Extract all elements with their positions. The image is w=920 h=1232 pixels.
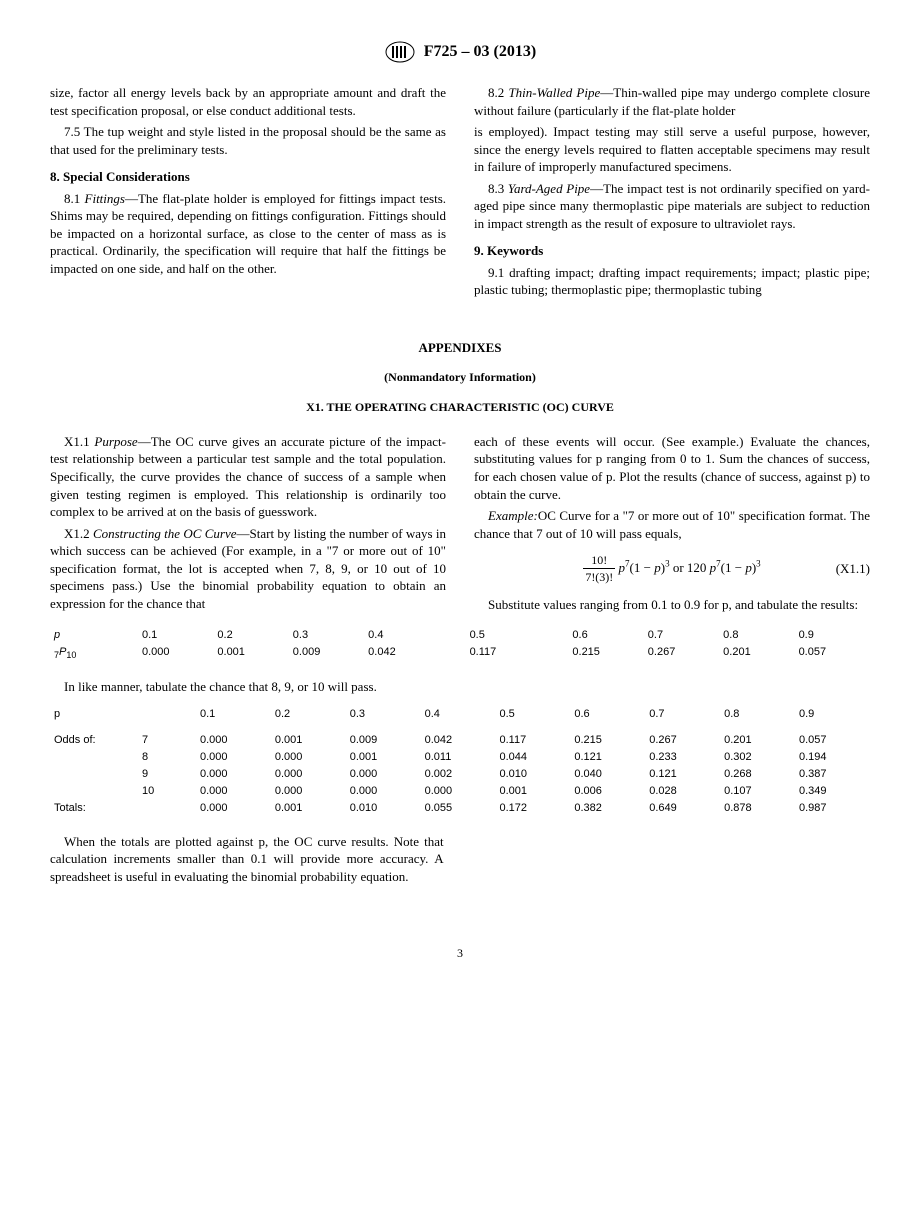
para-8-1: 8.1 Fittings—The flat-plate holder is em…: [50, 190, 446, 278]
t1-v-2: 0.009: [289, 644, 364, 662]
table-2-row-7: Odds of: 7 0.000 0.001 0.009 0.042 0.117…: [50, 732, 870, 749]
body-columns: size, factor all energy levels back by a…: [50, 84, 870, 299]
table-1-row: 7P10 0.000 0.001 0.009 0.042 0.117 0.215…: [50, 644, 870, 662]
t1-v-8: 0.057: [795, 644, 870, 662]
t1-p-1: 0.2: [213, 627, 288, 644]
t1-p-2: 0.3: [289, 627, 364, 644]
t2-p-0: 0.1: [196, 706, 271, 723]
table-2-header: p 0.1 0.2 0.3 0.4 0.5 0.6 0.7 0.8 0.9: [50, 706, 870, 723]
para-8-2b: is employed). Impact testing may still s…: [474, 123, 870, 176]
constructing-label: Constructing the OC Curve: [93, 526, 237, 541]
t1-p-8: 0.9: [795, 627, 870, 644]
t1-p-0: 0.1: [138, 627, 213, 644]
table-2-row-10: 10 0.000 0.000 0.000 0.000 0.001 0.006 0…: [50, 783, 870, 800]
table-1-header: p 0.1 0.2 0.3 0.4 0.5 0.6 0.7 0.8 0.9: [50, 627, 870, 644]
t1-p-4: 0.5: [440, 627, 569, 644]
page-header: F725 – 03 (2013): [50, 40, 870, 64]
appendix-title: APPENDIXES: [50, 339, 870, 357]
t1-row-label: 7P10: [50, 644, 138, 662]
appendix-subtitle: (Nonmandatory Information): [50, 369, 870, 385]
appendix-columns: X1.1 Purpose—The OC curve gives an accur…: [50, 433, 870, 617]
heading-8: 8. Special Considerations: [50, 168, 446, 186]
fittings-label: Fittings: [85, 191, 125, 206]
totals-label: Totals:: [50, 800, 138, 817]
table-2-row-9: 9 0.000 0.000 0.000 0.002 0.010 0.040 0.…: [50, 766, 870, 783]
t1-p-3: 0.4: [364, 627, 439, 644]
substitute-para: Substitute values ranging from 0.1 to 0.…: [474, 596, 870, 614]
final-para: When the totals are plotted against p, t…: [50, 833, 444, 886]
t2-p-4: 0.5: [496, 706, 571, 723]
t1-v-5: 0.215: [568, 644, 643, 662]
para-x1-2b: each of these events will occur. (See ex…: [474, 433, 870, 503]
example-label: Example:: [488, 508, 538, 523]
t1-p-5: 0.6: [568, 627, 643, 644]
t1-v-4: 0.117: [440, 644, 569, 662]
purpose-label: Purpose: [94, 434, 137, 449]
equation-x1-1: 10! 7!(3)! p7(1 − p)3 or 120 p7(1 − p)3 …: [474, 552, 870, 585]
t2-p-3: 0.4: [421, 706, 496, 723]
para-x1-2a: X1.2 Constructing the OC Curve—Start by …: [50, 525, 446, 613]
t2-p-6: 0.7: [645, 706, 720, 723]
table-1: p 0.1 0.2 0.3 0.4 0.5 0.6 0.7 0.8 0.9 7P…: [50, 627, 870, 662]
t2-p-1: 0.2: [271, 706, 346, 723]
table-2: p 0.1 0.2 0.3 0.4 0.5 0.6 0.7 0.8 0.9 Od…: [50, 706, 870, 817]
designation-number: F725 – 03 (2013): [424, 41, 536, 63]
heading-9: 9. Keywords: [474, 242, 870, 260]
para-8-2a: 8.2 Thin-Walled Pipe—Thin-walled pipe ma…: [474, 84, 870, 119]
t1-v-6: 0.267: [644, 644, 719, 662]
equation-number: (X1.1): [836, 560, 870, 578]
denominator: 7!(3)!: [583, 569, 615, 585]
odds-label: Odds of:: [50, 732, 138, 749]
eq-body: p7(1 − p)3 or 120 p7(1 − p)3: [619, 560, 761, 575]
t2-p-label: p: [50, 706, 138, 723]
table-2-totals: Totals: 0.000 0.001 0.010 0.055 0.172 0.…: [50, 800, 870, 817]
t1-v-7: 0.201: [719, 644, 794, 662]
t2-k-2: 9: [138, 766, 196, 783]
t1-v-3: 0.042: [364, 644, 439, 662]
t1-v-0: 0.000: [138, 644, 213, 662]
t1-p-6: 0.7: [644, 627, 719, 644]
t2-p-2: 0.3: [346, 706, 421, 723]
t2-p-7: 0.8: [720, 706, 795, 723]
t1-p-7: 0.8: [719, 627, 794, 644]
t2-k-3: 10: [138, 783, 196, 800]
para-x1-1: X1.1 Purpose—The OC curve gives an accur…: [50, 433, 446, 521]
t2-p-8: 0.9: [795, 706, 870, 723]
page-number: 3: [50, 945, 870, 961]
p-label: p: [50, 627, 138, 644]
t2-k-0: 7: [138, 732, 196, 749]
like-manner-para: In like manner, tabulate the chance that…: [50, 678, 870, 696]
para-7-5: 7.5 The tup weight and style listed in t…: [50, 123, 446, 158]
table-2-row-8: 8 0.000 0.000 0.001 0.011 0.044 0.121 0.…: [50, 749, 870, 766]
t1-v-1: 0.001: [213, 644, 288, 662]
example-para: Example:OC Curve for a "7 or more out of…: [474, 507, 870, 542]
thin-walled-label: Thin-Walled Pipe: [508, 85, 600, 100]
para-8-3: 8.3 Yard-Aged Pipe—The impact test is no…: [474, 180, 870, 233]
para-9-1: 9.1 drafting impact; drafting impact req…: [474, 264, 870, 299]
fraction: 10! 7!(3)!: [583, 552, 615, 585]
numerator: 10!: [583, 552, 615, 569]
appendix-section: X1. THE OPERATING CHARACTERISTIC (OC) CU…: [50, 399, 870, 415]
t2-p-5: 0.6: [570, 706, 645, 723]
para-continuation: size, factor all energy levels back by a…: [50, 84, 446, 119]
t2-k-1: 8: [138, 749, 196, 766]
astm-logo-icon: [384, 40, 416, 64]
yard-aged-label: Yard-Aged Pipe: [508, 181, 590, 196]
